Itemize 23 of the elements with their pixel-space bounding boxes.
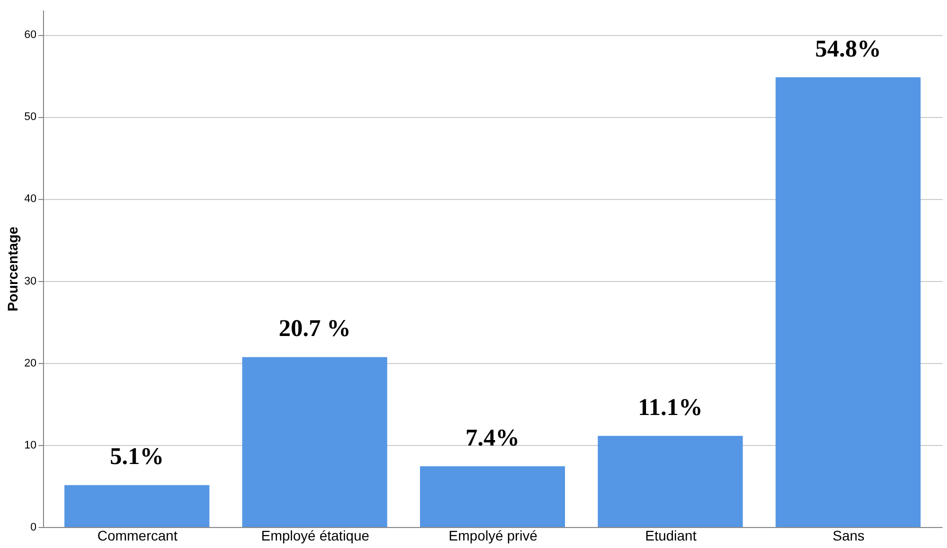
y-tick-label: 20 — [24, 357, 36, 370]
x-tick-label: Employé étatique — [261, 528, 370, 544]
data-label: 20.7 % — [278, 316, 351, 342]
y-axis-title: Pourcentage — [4, 226, 20, 312]
bar — [598, 436, 743, 527]
bar — [776, 77, 921, 527]
data-label: 54.8% — [815, 36, 882, 62]
y-tick-label: 30 — [24, 275, 36, 288]
x-tick-label: Etudiant — [645, 528, 697, 544]
x-tick-label: Empolyé privé — [448, 528, 538, 544]
data-label: 7.4% — [466, 425, 520, 452]
y-tick-label: 0 — [30, 522, 36, 534]
bar — [242, 357, 388, 527]
x-tick-label: Sans — [832, 528, 865, 544]
y-tick-label: 50 — [24, 111, 36, 124]
y-tick-label: 40 — [24, 193, 36, 206]
bar — [420, 466, 565, 527]
y-tick-label: 10 — [24, 439, 36, 452]
bar — [64, 485, 210, 527]
x-tick-label: Commercant — [97, 528, 178, 544]
y-tick-label: 60 — [24, 29, 36, 42]
data-label: 11.1% — [638, 394, 703, 421]
data-label: 5.1% — [110, 444, 164, 470]
